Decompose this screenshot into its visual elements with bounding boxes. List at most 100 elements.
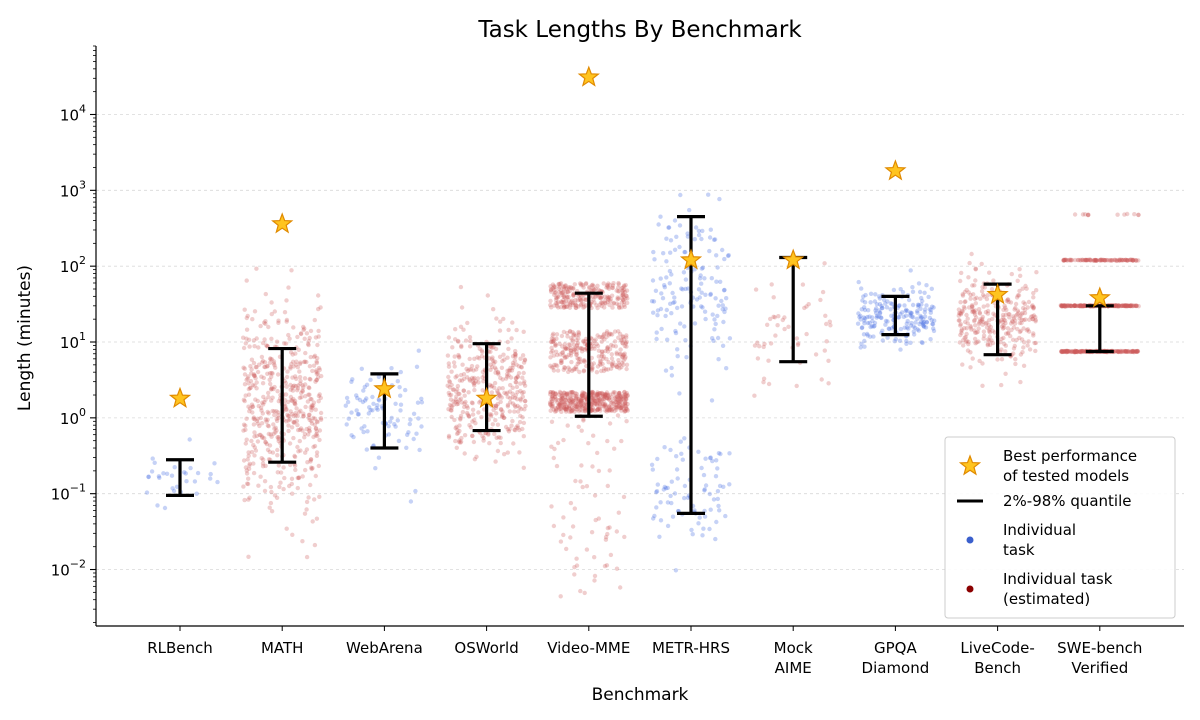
- task-point: [878, 315, 883, 320]
- task-point: [459, 435, 464, 441]
- task-point: [592, 338, 597, 344]
- task-point: [1124, 349, 1130, 354]
- task-point: [1081, 303, 1086, 308]
- task-point: [449, 414, 454, 420]
- task-point: [505, 402, 511, 408]
- task-point: [1125, 303, 1130, 309]
- task-point: [958, 332, 963, 338]
- task-point: [249, 402, 255, 407]
- task-point: [475, 364, 480, 369]
- task-point: [599, 294, 604, 299]
- task-point: [301, 413, 306, 419]
- task-point: [551, 338, 557, 343]
- task-point: [470, 412, 476, 417]
- task-point: [598, 408, 603, 413]
- task-point: [548, 287, 554, 292]
- task-point: [621, 302, 627, 308]
- task-point: [931, 328, 937, 334]
- task-point: [253, 365, 258, 370]
- task-point: [521, 370, 526, 376]
- task-point: [1120, 349, 1125, 354]
- task-point: [1130, 348, 1136, 354]
- task-point: [359, 426, 364, 431]
- task-point: [1083, 257, 1088, 263]
- task-point: [548, 401, 553, 407]
- task-point: [1060, 349, 1065, 354]
- task-point: [696, 521, 701, 526]
- task-point: [1131, 350, 1137, 355]
- task-point: [1029, 304, 1035, 309]
- task-point: [343, 403, 348, 408]
- task-point: [622, 394, 627, 399]
- task-point: [966, 290, 971, 295]
- task-point: [654, 336, 659, 342]
- task-point: [308, 459, 313, 464]
- task-point: [555, 400, 560, 406]
- task-point: [663, 368, 669, 373]
- task-point: [721, 484, 726, 489]
- task-point: [561, 286, 566, 292]
- task-point: [509, 368, 515, 373]
- task-point: [912, 332, 917, 337]
- task-point: [822, 261, 827, 266]
- task-point: [1015, 326, 1020, 332]
- task-point: [597, 406, 603, 411]
- task-point: [468, 338, 473, 344]
- task-point: [872, 323, 877, 329]
- task-point: [563, 354, 568, 359]
- task-point: [819, 377, 824, 382]
- task-point: [562, 355, 568, 361]
- task-point: [568, 348, 573, 353]
- task-point: [255, 416, 260, 421]
- task-point: [920, 298, 925, 304]
- task-point: [247, 463, 252, 468]
- task-point: [296, 410, 302, 415]
- task-point: [653, 288, 659, 293]
- task-point: [302, 376, 308, 381]
- task-point: [921, 317, 926, 322]
- task-point: [579, 393, 585, 399]
- task-point: [270, 408, 275, 414]
- task-point: [517, 419, 523, 425]
- task-point: [1029, 314, 1034, 319]
- task-point: [269, 489, 274, 495]
- task-point: [886, 326, 891, 331]
- task-point: [494, 411, 499, 416]
- task-point: [685, 234, 691, 239]
- task-point: [625, 392, 630, 398]
- task-point: [518, 398, 523, 403]
- task-point: [563, 286, 568, 292]
- task-point: [562, 401, 567, 406]
- task-point: [974, 340, 979, 345]
- task-point: [624, 344, 629, 349]
- task-point: [1065, 348, 1070, 353]
- task-point: [242, 372, 248, 377]
- task-point: [570, 302, 576, 308]
- task-point: [867, 314, 872, 319]
- task-point: [602, 331, 607, 337]
- task-point: [1063, 304, 1068, 309]
- task-point: [609, 362, 615, 368]
- task-point: [561, 404, 566, 409]
- task-point: [1072, 349, 1078, 354]
- task-point: [1030, 303, 1035, 308]
- task-point: [270, 371, 275, 376]
- task-point: [495, 401, 500, 407]
- task-point: [282, 310, 288, 315]
- task-point: [474, 454, 479, 459]
- task-point: [580, 346, 585, 351]
- task-point: [260, 464, 266, 469]
- task-point: [905, 319, 910, 324]
- task-point: [551, 394, 556, 399]
- task-point: [562, 401, 568, 407]
- task-point: [1013, 357, 1018, 362]
- task-point: [518, 356, 523, 361]
- task-point: [1063, 349, 1068, 354]
- task-point: [714, 253, 719, 258]
- task-point: [624, 335, 629, 340]
- task-point: [591, 390, 596, 395]
- task-point: [252, 417, 257, 422]
- task-point: [579, 428, 584, 433]
- task-point: [515, 374, 520, 379]
- task-point: [619, 405, 624, 411]
